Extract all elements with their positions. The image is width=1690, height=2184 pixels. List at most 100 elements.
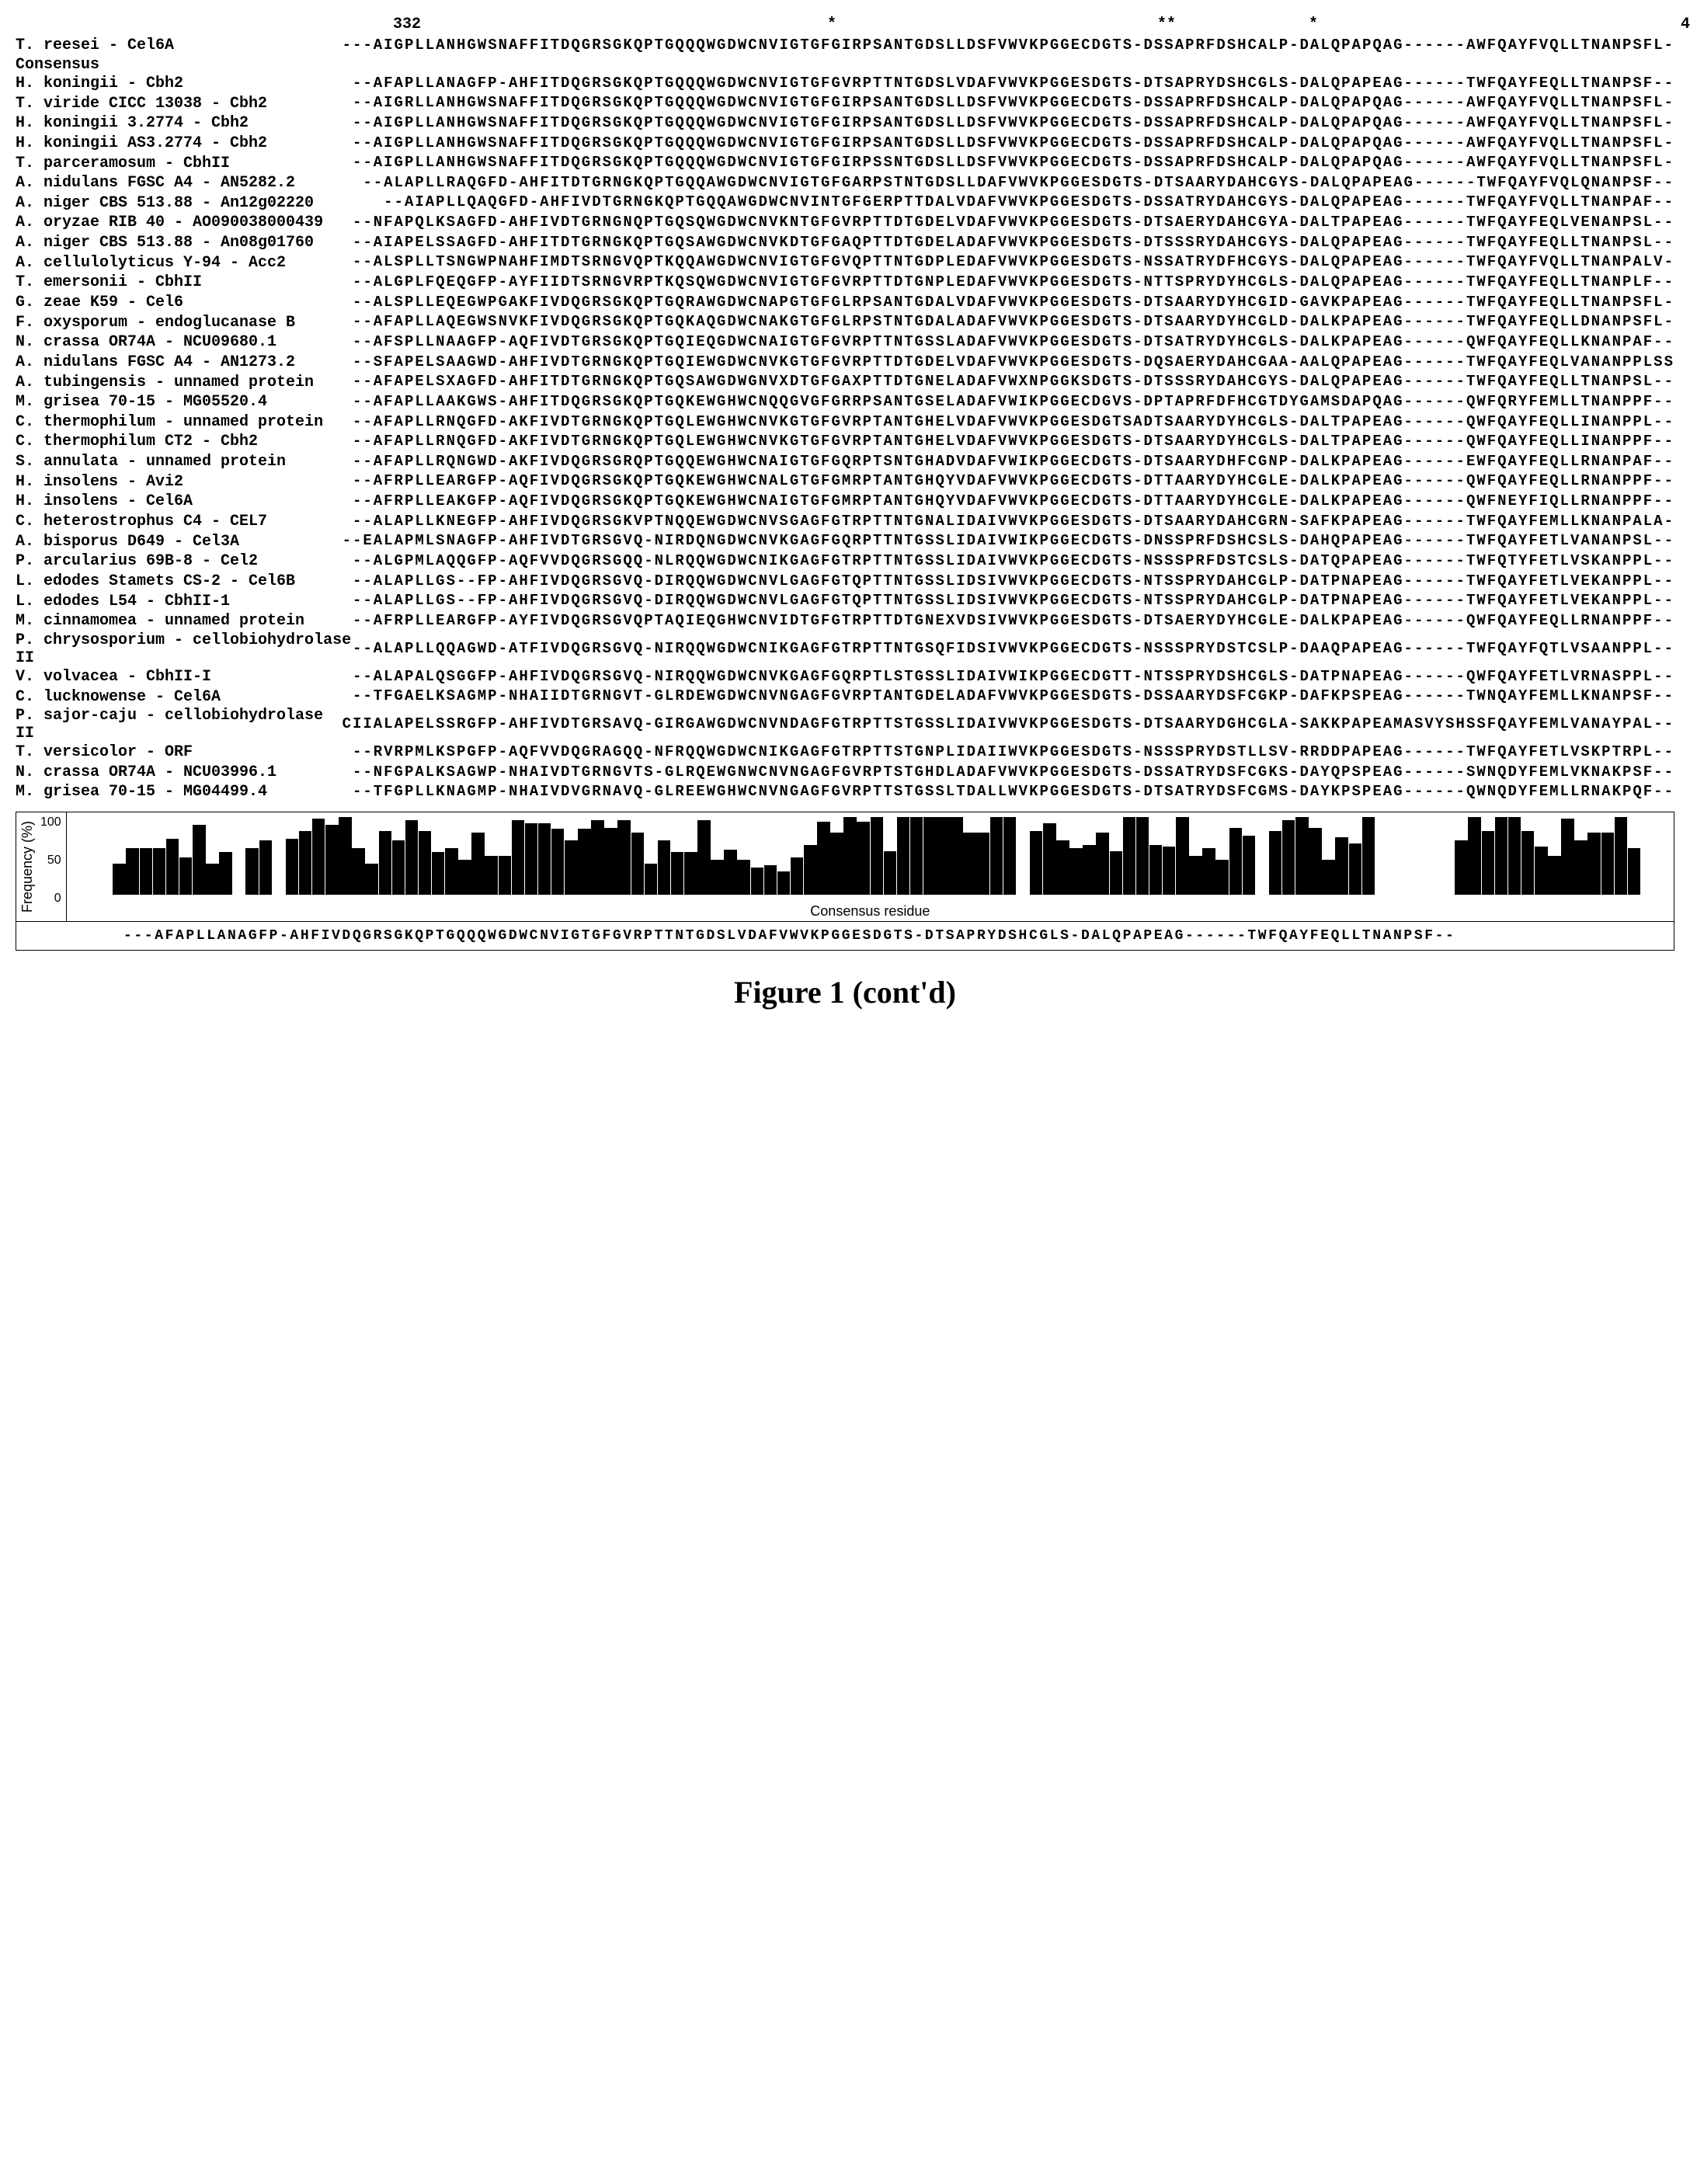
sequence-text: --EALAPMLSNAGFP-AHFIVDTGRSGVQ-NIRDQNGDWC… xyxy=(343,531,1674,551)
freq-bar xyxy=(1335,837,1348,895)
sequence-text: --ALAPLLGS--FP-AHFIVDQGRSGVQ-DIRQQWGDWCN… xyxy=(353,572,1674,592)
freq-bar xyxy=(843,817,857,895)
freq-bar xyxy=(1043,823,1056,895)
sequence-text: --AFSPLLNAAGFP-AQFIVDTGRSGKQPTGQIEQGDWCN… xyxy=(353,332,1674,353)
freq-bar xyxy=(392,840,405,895)
sequence-text: --ALGPLFQEQGFP-AYFIIDTSRNGVRPTKQSQWGDWCN… xyxy=(353,273,1674,293)
freq-bar xyxy=(578,829,591,895)
ytick-50: 50 xyxy=(40,854,61,868)
freq-bar xyxy=(751,868,764,895)
figure-caption: Figure 1 (cont'd) xyxy=(16,974,1674,1010)
sequence-row: V. volvacea - CbhII-I--ALAPALQSGGFP-AHFI… xyxy=(16,667,1674,687)
sequence-row: H. koningii 3.2774 - Cbh2--AIGPLLANHGWSN… xyxy=(16,113,1674,134)
sequence-label: H. koningii - Cbh2 xyxy=(16,75,353,92)
freq-bar xyxy=(1495,817,1508,895)
freq-bar xyxy=(432,852,445,895)
sequence-text: --AFAPLLRNQGFD-AKFIVDTGRNGKQPTGQLEWGHWCN… xyxy=(353,412,1674,433)
freq-bar xyxy=(140,848,153,895)
freq-bar xyxy=(206,864,219,895)
freq-bar xyxy=(617,820,631,895)
sequence-row: P. arcularius 69B-8 - Cel2--ALGPMLAQQGFP… xyxy=(16,551,1674,572)
freq-bar xyxy=(1229,828,1243,895)
sequence-text: --NFAPQLKSAGFD-AHFIVDTGRNGNQPTGQSQWGDWCN… xyxy=(353,213,1674,233)
freq-bar xyxy=(1149,845,1163,895)
sequence-row: P. chrysosporium - cellobiohydrolase II-… xyxy=(16,631,1674,667)
sequence-label: A. niger CBS 513.88 - An08g01760 xyxy=(16,234,353,252)
freq-bar xyxy=(499,856,512,895)
sequence-label: A. niger CBS 513.88 - An12g02220 xyxy=(16,194,384,212)
sequence-row: H. koningii - Cbh2--AFAPLLANAGFP-AHFITDQ… xyxy=(16,74,1674,94)
plot-area: Consensus residue xyxy=(67,812,1674,921)
sequence-text: --ALAPALQSGGFP-AHFIVDQGRSGVQ-NIRQQWGDWCN… xyxy=(353,667,1674,687)
sequence-label: A. tubingensis - unnamed protein xyxy=(16,374,353,391)
sequence-row: A. nidulans FGSC A4 - AN1273.2--SFAPELSA… xyxy=(16,353,1674,373)
freq-bar xyxy=(339,817,352,895)
freq-bar xyxy=(791,857,804,895)
freq-bar xyxy=(458,860,471,895)
freq-bar xyxy=(923,817,937,895)
freq-bar xyxy=(512,820,525,895)
sequence-label: A. oryzae RIB 40 - AO090038000439 xyxy=(16,214,353,231)
sequence-label: C. thermophilum CT2 - Cbh2 xyxy=(16,433,353,450)
position-header: 332 * ** * 447 xyxy=(16,16,1674,36)
freq-bar xyxy=(1322,860,1335,895)
freq-bar xyxy=(591,820,604,895)
freq-bar xyxy=(1628,848,1641,895)
sequence-text: --AFRPLLEARGFP-AYFIVDQGRSGVQPTAQIEQGHWCN… xyxy=(353,611,1674,631)
freq-bar xyxy=(1083,845,1096,895)
freq-bar xyxy=(245,848,259,895)
freq-bar xyxy=(1601,833,1615,895)
sequence-text: --AIAPLLQAQGFD-AHFIVDTGRNGKQPTGQQAWGDWCN… xyxy=(384,193,1674,213)
sequence-row: Consensus xyxy=(16,56,1674,74)
sequence-label: M. grisea 70-15 - MG05520.4 xyxy=(16,393,353,411)
freq-bar xyxy=(1587,833,1601,895)
freq-bar xyxy=(1535,847,1548,895)
x-axis-label: Consensus residue xyxy=(67,903,1674,920)
freq-bar xyxy=(551,829,565,895)
freq-bar xyxy=(485,856,498,895)
alignment-block: T. reesei - Cel6A---AIGPLLANHGWSNAFFITDQ… xyxy=(16,36,1674,802)
sequence-text: --AIGPLLANHGWSNAFFITDQGRSGKQPTGQQQWGDWCN… xyxy=(353,153,1674,173)
sequence-label: P. arcularius 69B-8 - Cel2 xyxy=(16,552,353,570)
freq-bar xyxy=(1349,843,1362,895)
sequence-label: A. cellulolyticus Y-94 - Acc2 xyxy=(16,254,353,272)
freq-bar xyxy=(990,817,1003,895)
sequence-row: M. grisea 70-15 - MG05520.4--AFAPLLAAKGW… xyxy=(16,392,1674,412)
freq-bar xyxy=(711,860,724,895)
sequence-text: --AFAPLLAAKGWS-AHFITDQGRSGKQPTGQKEWGHWCN… xyxy=(353,392,1674,412)
sequence-text: ---AIGPLLANHGWSNAFFITDQGRSGKQPTGQQQWGDWC… xyxy=(343,36,1674,56)
ytick-100: 100 xyxy=(40,816,61,829)
freq-bar xyxy=(1282,820,1295,895)
freq-bar xyxy=(937,817,950,895)
sequence-row: P. sajor-caju - cellobiohydrolase IICIIA… xyxy=(16,707,1674,742)
freq-bar xyxy=(1455,840,1468,895)
sequence-label: H. insolens - Avi2 xyxy=(16,473,353,491)
sequence-row: A. niger CBS 513.88 - An08g01760--AIAPEL… xyxy=(16,233,1674,253)
sequence-row: M. grisea 70-15 - MG04499.4--TFGPLLKNAGM… xyxy=(16,782,1674,802)
freq-bar xyxy=(897,817,910,895)
freq-bar xyxy=(804,845,817,895)
sequence-label: P. chrysosporium - cellobiohydrolase II xyxy=(16,631,353,667)
sequence-text: --SFAPELSAAGWD-AHFIVDTGRNGKQPTGQIEWGDWCN… xyxy=(353,353,1674,373)
freq-bar xyxy=(1030,831,1043,895)
sequence-row: A. bisporus D649 - Cel3A--EALAPMLSNAGFP-… xyxy=(16,531,1674,551)
freq-bar xyxy=(950,817,963,895)
sequence-row: A. niger CBS 513.88 - An12g02220--AIAPLL… xyxy=(16,193,1674,213)
sequence-label: C. lucknowense - Cel6A xyxy=(16,688,353,706)
freq-bar xyxy=(884,851,897,895)
freq-bar xyxy=(1202,848,1215,895)
consensus-box-seq: ---AFAPLLANAGFP-AHFIVDQGRSGKQPTGQQQWGDWC… xyxy=(123,928,1455,944)
sequence-label: L. edodes L54 - CbhII-1 xyxy=(16,593,353,610)
sequence-text: --RVRPMLKSPGFP-AQFVVDQGRAGQQ-NFRQQWGDWCN… xyxy=(353,742,1674,763)
sequence-text: --AFAPELSXAGFD-AHFITDTGRNGKQPTGQSAWGDWGN… xyxy=(353,372,1674,392)
freq-bar xyxy=(126,848,139,895)
sequence-label: A. nidulans FGSC A4 - AN5282.2 xyxy=(16,174,363,192)
sequence-row: N. crassa OR74A - NCU09680.1--AFSPLLNAAG… xyxy=(16,332,1674,353)
freq-bar xyxy=(1362,817,1375,895)
sequence-text: --AIGPLLANHGWSNAFFITDQGRSGKQPTGQQQWGDWCN… xyxy=(353,134,1674,154)
freq-bar xyxy=(471,833,485,895)
freq-bar xyxy=(910,817,923,895)
freq-bar xyxy=(671,852,684,895)
bars-container xyxy=(73,817,1667,895)
sequence-row: T. reesei - Cel6A---AIGPLLANHGWSNAFFITDQ… xyxy=(16,36,1674,56)
